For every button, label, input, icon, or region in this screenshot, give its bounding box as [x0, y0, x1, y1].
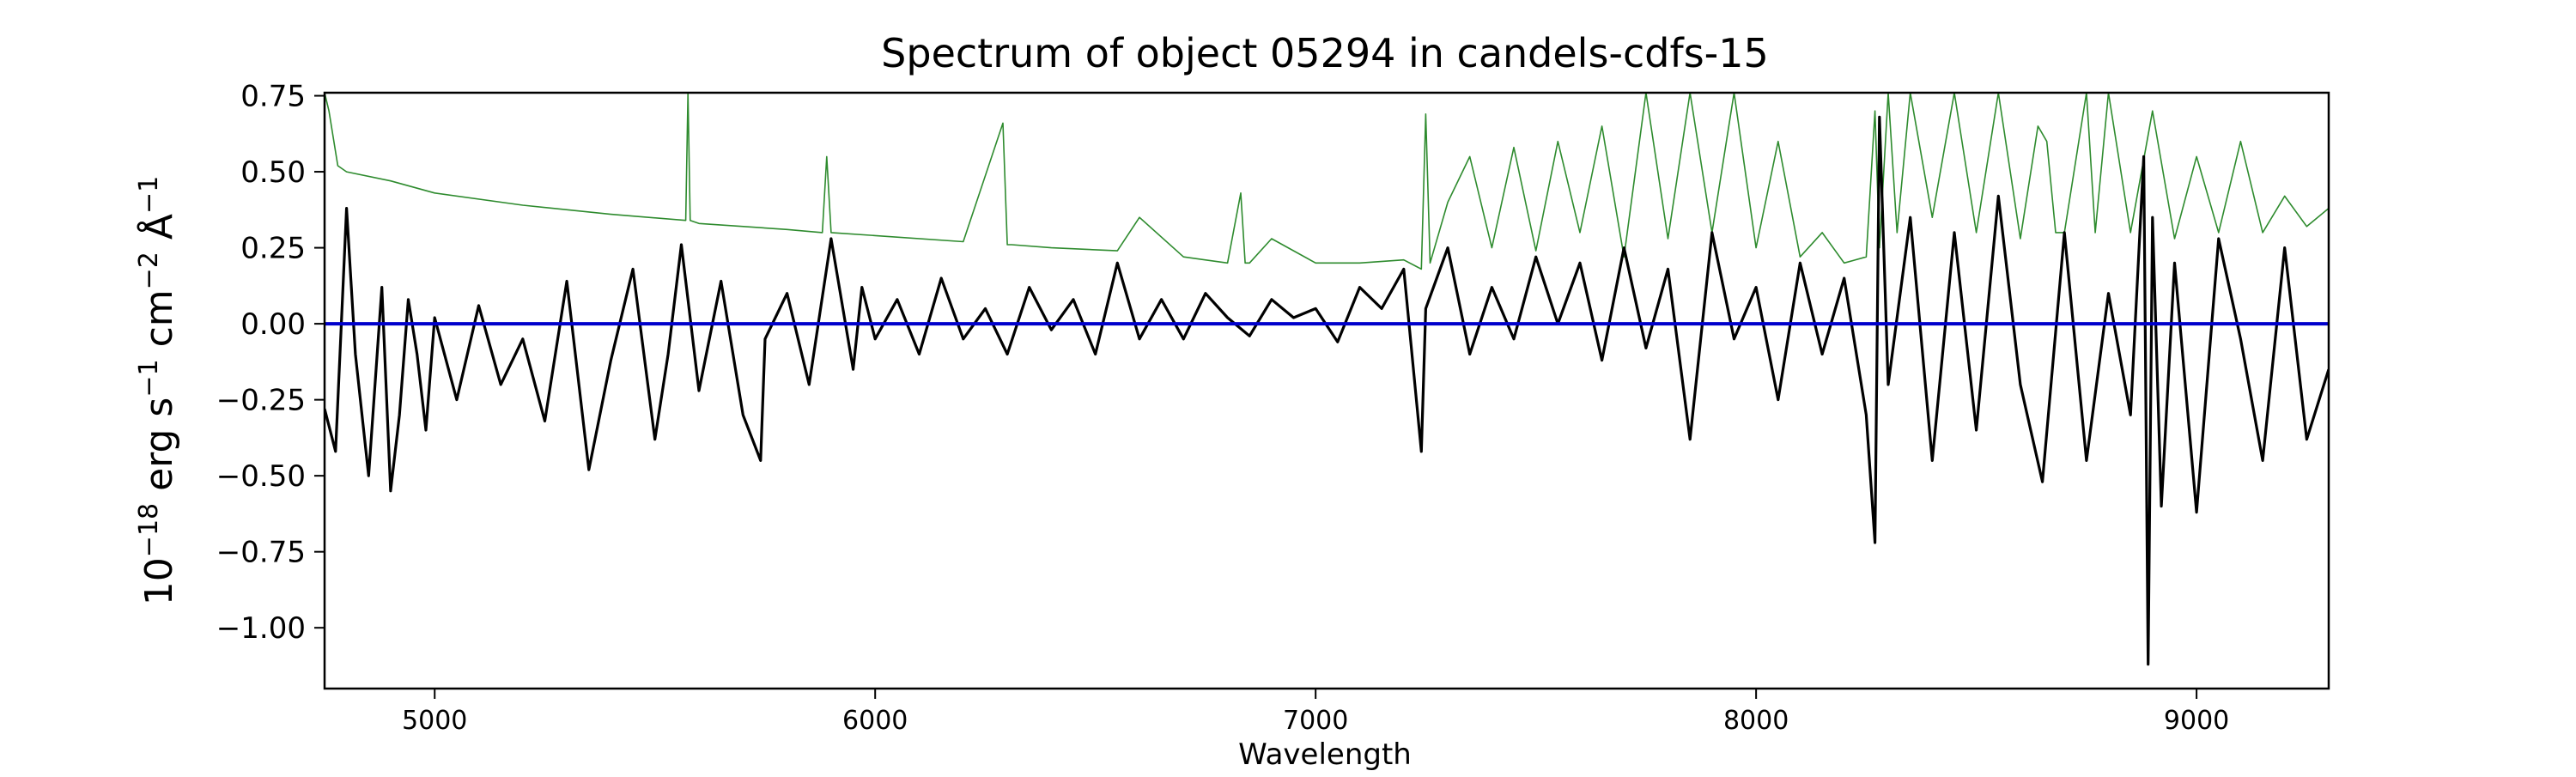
- x-axis: 5000 6000 7000 8000 9000: [402, 689, 2229, 736]
- x-tick-label: 6000: [842, 706, 908, 736]
- y-tick-label: −0.25: [216, 384, 306, 418]
- x-axis-label: Wavelength: [1238, 738, 1412, 772]
- y-tick-label: 0.00: [240, 307, 306, 342]
- y-tick-label: −1.00: [216, 611, 306, 646]
- y-axis: 0.75 0.50 0.25 0.00 −0.25 −0.50 −0.75 −1.00: [216, 80, 325, 646]
- x-tick-label: 5000: [402, 706, 467, 736]
- series-flux-line: [325, 115, 2329, 666]
- x-tick-label: 8000: [1723, 706, 1789, 736]
- y-tick-label: −0.50: [216, 459, 306, 494]
- x-tick-label: 9000: [2164, 706, 2229, 736]
- y-axis-label: 10−18 erg s−1 cm−2 Å−1: [134, 176, 182, 605]
- plot-frame: [323, 91, 2330, 690]
- series-error-line: [325, 93, 2329, 270]
- y-tick-label: 0.75: [240, 80, 306, 114]
- plot-area: [325, 93, 2329, 666]
- y-tick-label: 0.50: [240, 155, 306, 190]
- chart-title: Spectrum of object 05294 in candels-cdfs…: [881, 30, 1769, 76]
- y-tick-label: −0.75: [216, 536, 306, 570]
- x-tick-label: 7000: [1283, 706, 1348, 736]
- y-tick-label: 0.25: [240, 232, 306, 266]
